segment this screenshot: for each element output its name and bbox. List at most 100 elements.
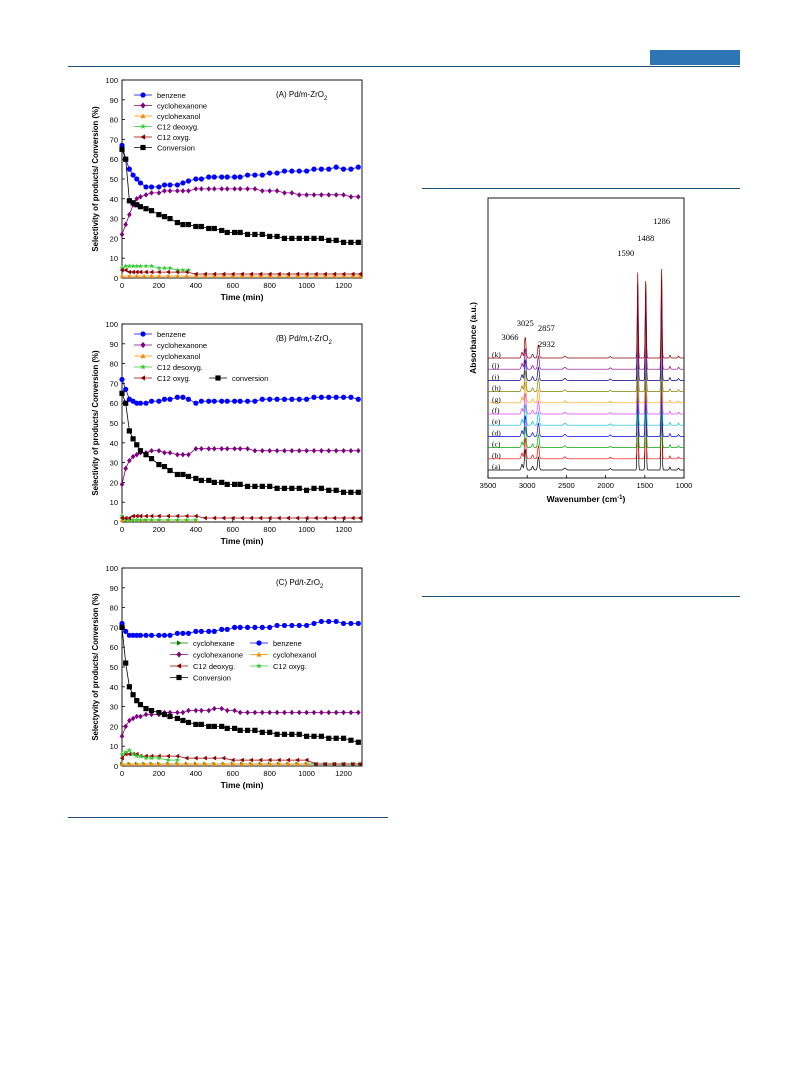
data-point [143, 517, 149, 523]
spectrum-line [488, 268, 684, 359]
data-point [202, 271, 207, 277]
spectrum-e: (e) [488, 336, 684, 426]
data-point [304, 757, 309, 763]
data-point [123, 749, 129, 755]
data-point [156, 461, 162, 468]
data-point [304, 271, 309, 277]
data-point [119, 265, 125, 271]
legend-marker [140, 92, 146, 98]
data-point [318, 166, 324, 172]
series-cyclohexanone [119, 445, 361, 488]
y-tick-label: 80 [110, 116, 118, 125]
spectrum-line [488, 313, 684, 404]
data-point [267, 170, 273, 176]
data-point [148, 456, 155, 462]
data-point [252, 231, 258, 238]
x-tick-label: 1200 [335, 281, 352, 290]
data-point [175, 513, 180, 519]
data-point [211, 225, 217, 232]
data-point [143, 400, 149, 406]
data-point [134, 202, 140, 208]
data-point [224, 445, 230, 452]
data-point [211, 628, 217, 634]
data-point [134, 698, 140, 704]
data-point [134, 269, 139, 275]
data-point [289, 731, 295, 737]
data-point [289, 396, 295, 402]
data-point [322, 273, 328, 278]
data-point [258, 761, 263, 766]
spectrum-line [488, 358, 684, 448]
data-point [156, 190, 162, 196]
data-point [149, 447, 154, 454]
x-tick-label: 1000 [298, 281, 315, 290]
data-point [193, 445, 199, 452]
spectrum-label: (d) [492, 428, 501, 437]
data-point [289, 709, 295, 716]
data-point [274, 622, 280, 629]
data-point [137, 180, 144, 186]
data-point [267, 757, 272, 763]
data-point [318, 618, 324, 625]
data-point [221, 271, 226, 277]
data-point [212, 761, 217, 766]
data-point [341, 271, 346, 277]
y-tick-label: 50 [110, 663, 118, 672]
data-point [332, 761, 337, 767]
data-point [119, 146, 125, 152]
data-point [174, 517, 181, 523]
section-rule-right-top [422, 188, 740, 189]
data-point [137, 204, 144, 210]
x-tick-label: 400 [190, 525, 203, 534]
data-point [296, 709, 302, 716]
legend: cyclohexane benzene cyclohexanone cyclohexa… [170, 639, 317, 683]
data-point [296, 485, 302, 491]
data-point [333, 164, 339, 170]
data-point [289, 168, 295, 174]
data-point [119, 624, 125, 630]
y-tick-label: 100 [105, 320, 118, 329]
data-point [281, 168, 288, 174]
peak-label: 3025 [517, 318, 534, 328]
y-axis-label: Selectivity of products/ Conversion (%) [91, 106, 100, 252]
data-point [167, 467, 173, 474]
data-point [244, 398, 251, 404]
y-tick-label: 40 [110, 683, 118, 692]
data-point [355, 164, 361, 170]
data-point [289, 622, 295, 629]
data-point [285, 761, 291, 766]
data-point [193, 517, 199, 523]
spectrum-label: (c) [492, 440, 501, 449]
data-point [319, 192, 324, 198]
data-point [134, 513, 139, 519]
data-point [304, 168, 310, 174]
data-point [341, 515, 346, 521]
data-point [186, 707, 191, 714]
data-point [119, 267, 124, 273]
data-point [245, 709, 250, 716]
data-point [239, 757, 244, 763]
data-point [319, 709, 324, 716]
legend-label: C12 oxyg. [273, 662, 307, 671]
data-point [313, 271, 318, 277]
data-point [134, 761, 140, 766]
data-point [333, 709, 339, 716]
data-point [355, 239, 361, 245]
data-point [161, 711, 168, 718]
data-point [232, 174, 238, 180]
data-point [193, 761, 199, 766]
data-point [274, 188, 280, 194]
data-point [350, 273, 356, 278]
x-tick-label: 3000 [519, 481, 536, 490]
data-point [130, 751, 136, 757]
data-point [224, 725, 230, 731]
y-tick-label: 40 [110, 439, 118, 448]
spectrum-d: (d) [488, 347, 684, 437]
panel-title-subscript: 2 [328, 340, 332, 346]
data-point [123, 221, 128, 228]
data-point [348, 620, 354, 627]
data-point [174, 394, 180, 400]
x-tick-label: 0 [120, 769, 124, 778]
data-point [149, 273, 154, 278]
data-point [295, 273, 300, 278]
